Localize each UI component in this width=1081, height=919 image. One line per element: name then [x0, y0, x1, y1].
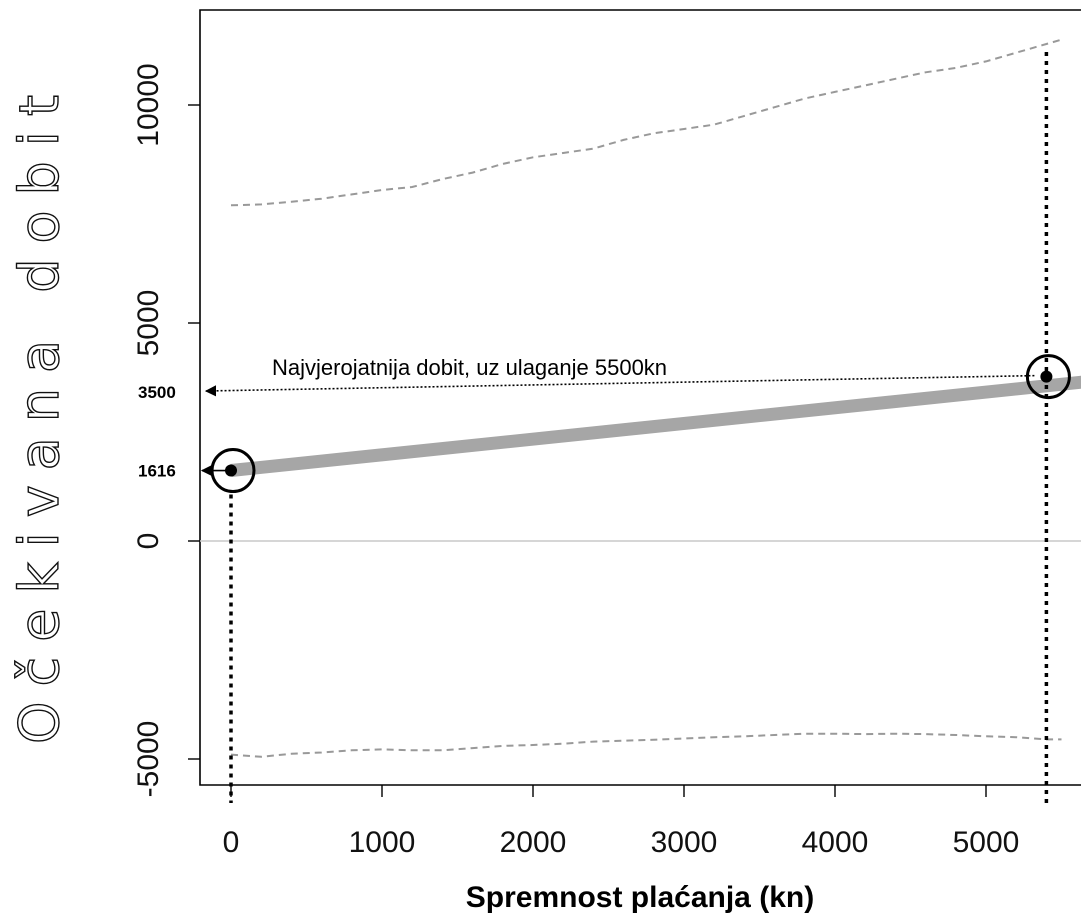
upper-bound-line	[230, 38, 1062, 207]
x-tick-label: 1000	[349, 826, 416, 859]
value-label: 3500	[138, 383, 176, 402]
y-tick-label: 10000	[132, 63, 165, 146]
expected-profit-line	[230, 375, 1081, 477]
lower-bound-line	[230, 732, 1062, 758]
x-tick-label: 2000	[500, 826, 567, 859]
y-tick-label: -5000	[132, 721, 165, 798]
x-tick-label: 4000	[802, 826, 869, 859]
x-tick-label: 5000	[953, 826, 1020, 859]
y-tick-label: 5000	[132, 290, 165, 357]
marker-dot	[225, 464, 237, 477]
marker-circle	[1025, 354, 1071, 400]
x-axis-label: Spremnost plaćanja (kn)	[466, 881, 814, 914]
plot-frame	[199, 9, 1081, 786]
x-tick-label: 3000	[651, 826, 718, 859]
marker-dot	[1040, 370, 1053, 383]
x-tick-label: 0	[223, 826, 240, 859]
y-tick-label: 0	[132, 533, 165, 550]
y-axis-label: Očekivana dobit	[8, 80, 71, 744]
annotation-text: Najvjerojatnija dobit, uz ulaganje 5500k…	[272, 355, 667, 380]
value-label: 1616	[138, 462, 176, 481]
